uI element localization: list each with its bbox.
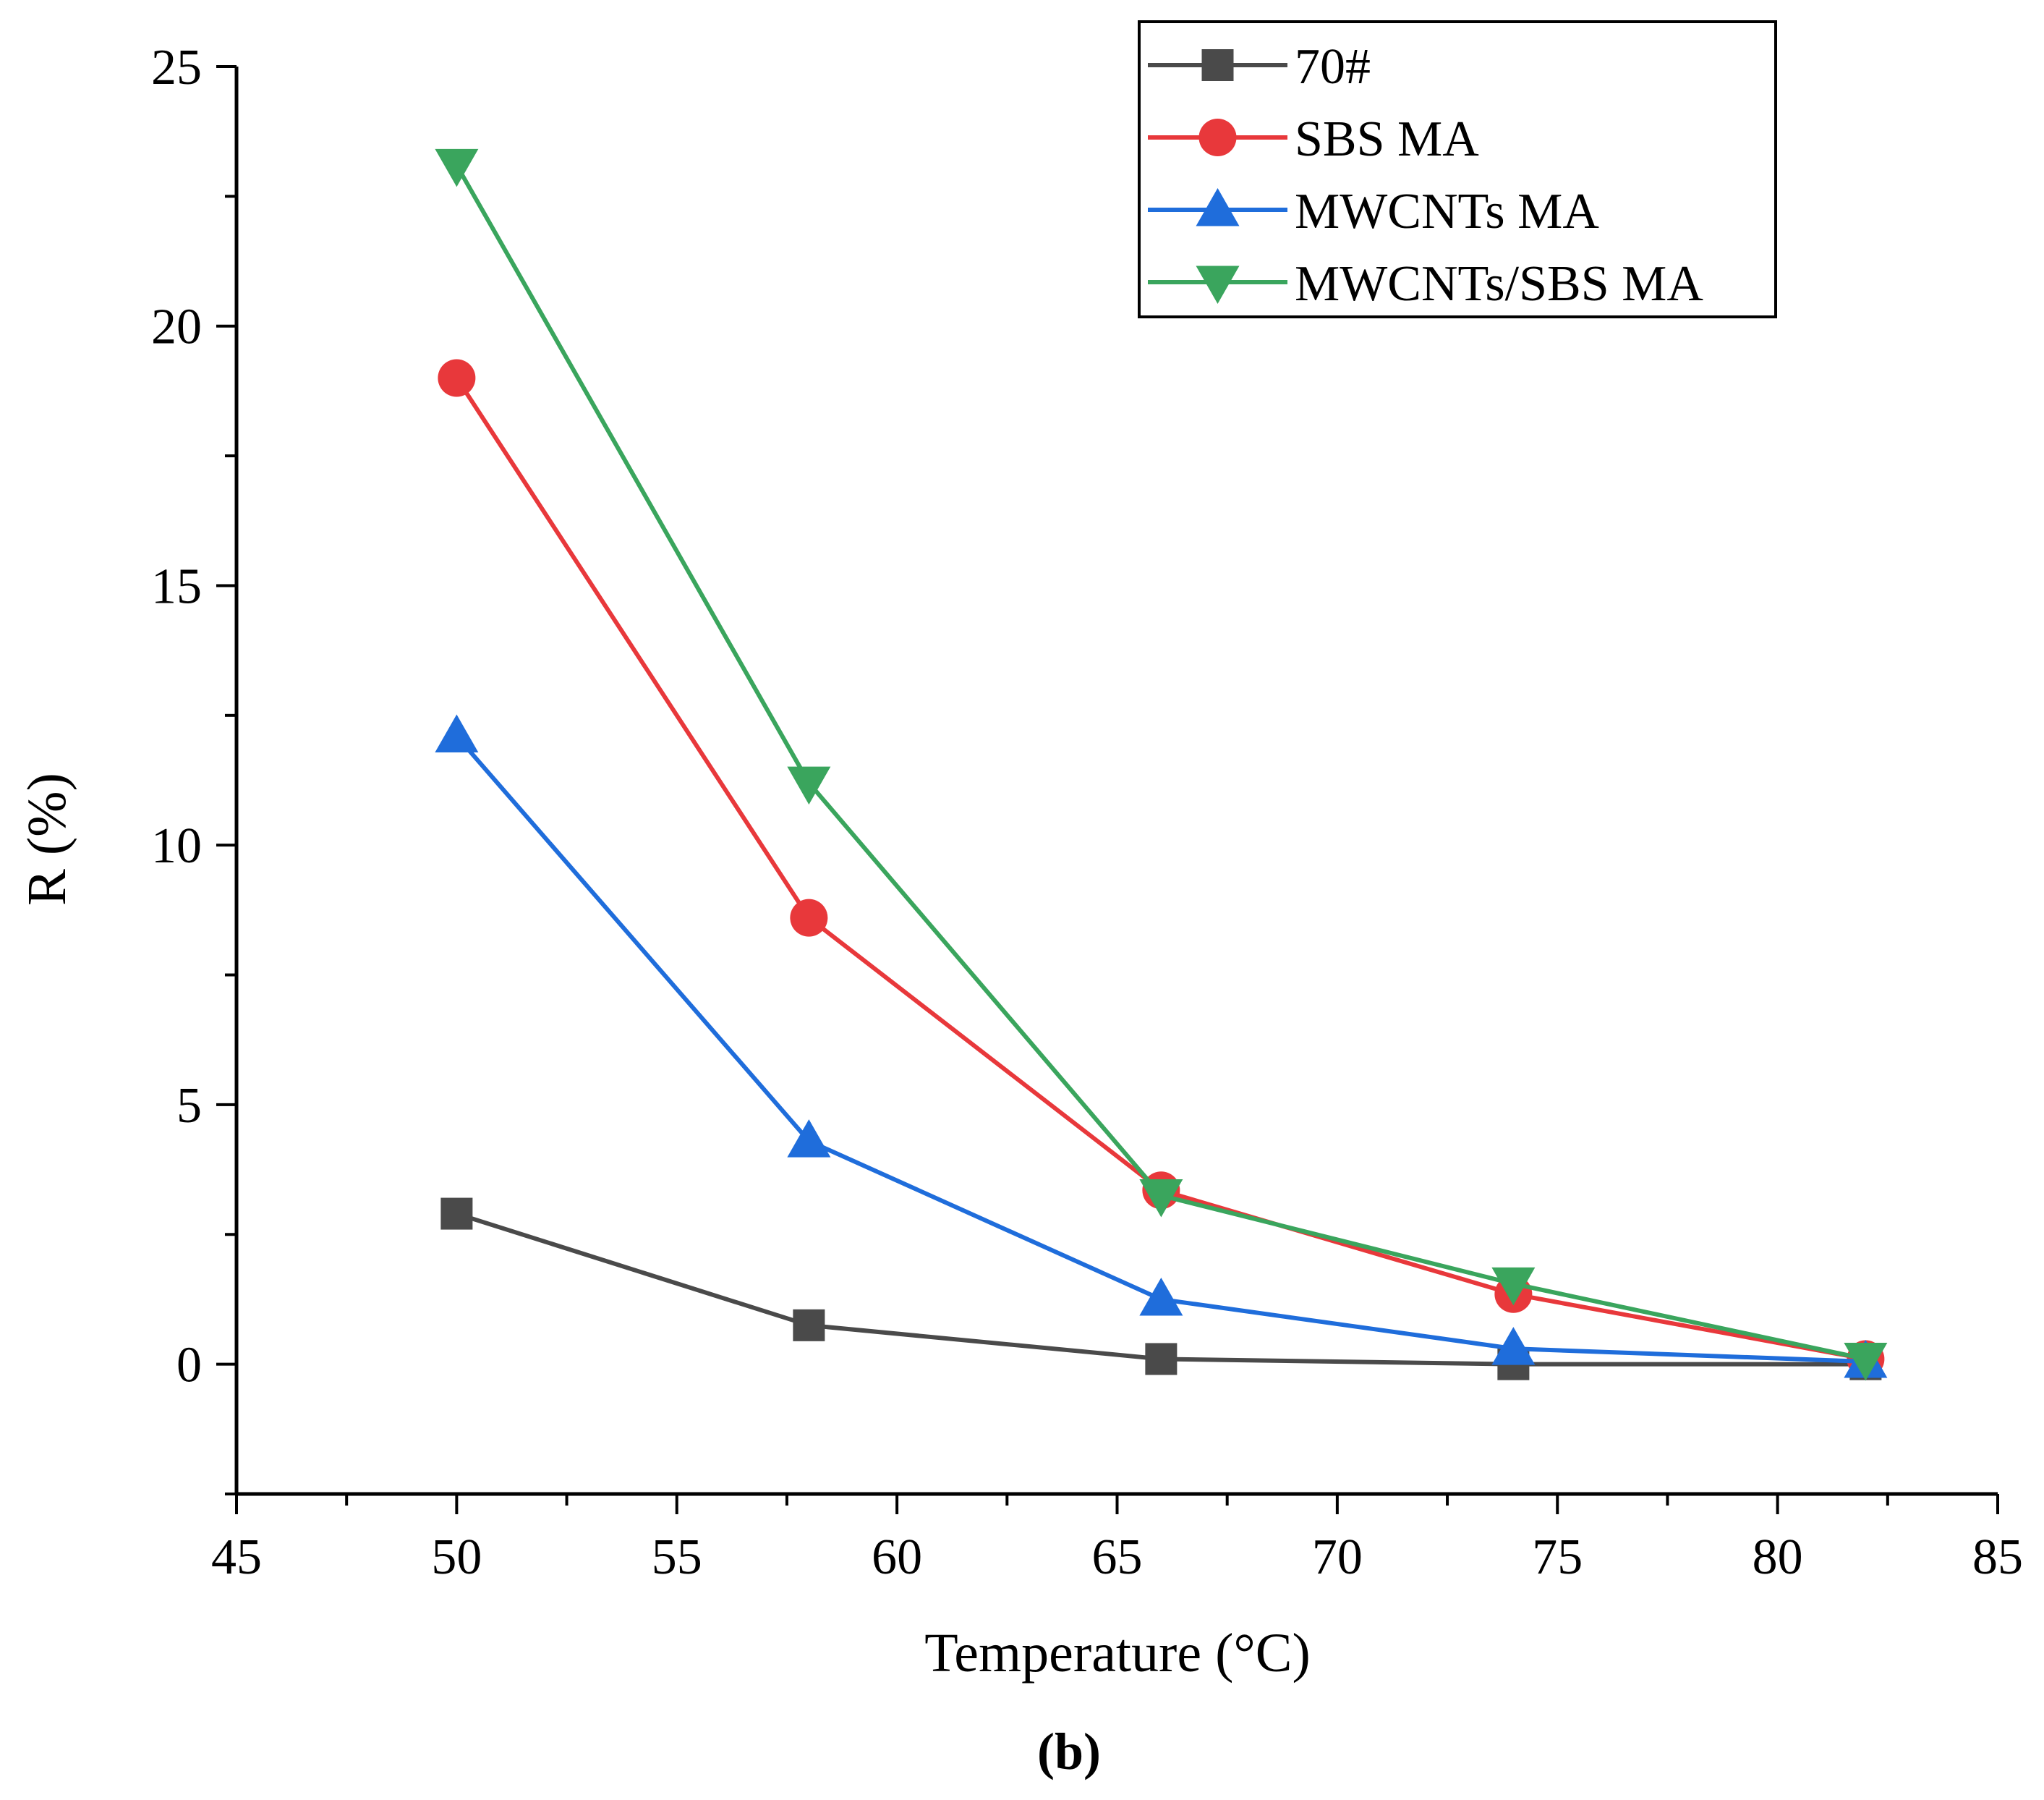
data-point	[1139, 1277, 1183, 1316]
series-line	[455, 734, 1866, 1364]
y-tick-label: 10	[151, 818, 202, 874]
series-3	[435, 714, 1888, 1378]
x-tick-label: 45	[211, 1529, 262, 1585]
data-point	[1491, 1327, 1536, 1365]
legend-label: SBS MA	[1295, 111, 1479, 167]
data-point	[440, 1197, 473, 1230]
legend: 70# SBS MA MWCNTs MA MWCNTs/SBS MA	[1138, 20, 1777, 318]
x-tick-label: 85	[1972, 1529, 2023, 1585]
x-tick-label: 70	[1312, 1529, 1363, 1585]
data-point	[1491, 1267, 1536, 1306]
ticks: 45 50 55 60 65 70 75 80 85 0 5 10 15 20 25	[151, 40, 2023, 1585]
x-tick-label: 50	[431, 1529, 482, 1585]
data-point	[787, 1119, 831, 1158]
data-point	[1844, 1342, 1888, 1381]
y-tick-label: 0	[176, 1338, 202, 1393]
data-point	[435, 148, 479, 187]
y-tick-label: 5	[176, 1078, 202, 1134]
data-point	[1139, 1179, 1183, 1218]
legend-marker	[1201, 49, 1234, 81]
y-tick-label: 25	[151, 40, 202, 95]
data-point	[1145, 1343, 1178, 1375]
x-axis-label: Temperature (°C)	[924, 1623, 1311, 1684]
y-axis-label: R (%)	[17, 773, 77, 906]
x-tick-label: 65	[1092, 1529, 1143, 1585]
data-point	[435, 714, 479, 753]
legend-label: MWCNTs/SBS MA	[1295, 256, 1703, 312]
legend-label: MWCNTs MA	[1295, 184, 1599, 239]
legend-marker	[1196, 266, 1240, 304]
series-4	[435, 148, 1888, 1381]
data-point	[793, 1309, 825, 1341]
data-point	[790, 899, 828, 937]
series-group	[435, 148, 1888, 1381]
x-tick-label: 75	[1532, 1529, 1583, 1585]
legend-marker	[1198, 119, 1237, 156]
legend-box	[1138, 20, 1777, 318]
x-tick-label: 55	[652, 1529, 702, 1585]
y-tick-label: 15	[151, 559, 202, 614]
x-tick-label: 60	[872, 1529, 922, 1585]
x-tick-label: 80	[1753, 1529, 1803, 1585]
legend-label: 70#	[1295, 39, 1371, 95]
data-point	[438, 359, 476, 397]
data-point	[787, 766, 831, 805]
legend-marker	[1196, 188, 1240, 226]
y-tick-label: 20	[151, 300, 202, 355]
figure-caption: (b)	[1037, 1723, 1101, 1780]
